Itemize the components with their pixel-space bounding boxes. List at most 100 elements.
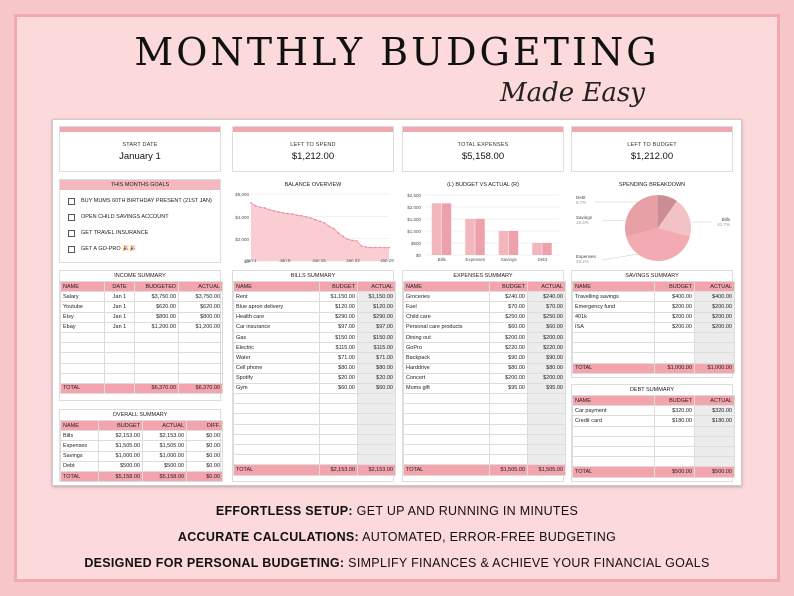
cell[interactable]: Dining out: [403, 331, 490, 344]
cell[interactable]: [527, 423, 566, 435]
cell[interactable]: [572, 435, 655, 447]
cell[interactable]: [357, 393, 396, 405]
empty-row[interactable]: [572, 456, 735, 468]
cell[interactable]: [572, 425, 655, 437]
empty-row[interactable]: [233, 423, 396, 435]
empty-row[interactable]: [233, 433, 396, 446]
cell[interactable]: ISA: [572, 321, 655, 333]
cell[interactable]: [357, 433, 396, 446]
empty-row[interactable]: [60, 331, 223, 344]
checkbox[interactable]: [68, 245, 75, 253]
cell[interactable]: $220.00: [527, 342, 566, 354]
cell[interactable]: $60.00: [527, 321, 566, 333]
cell[interactable]: [489, 403, 528, 415]
table-row[interactable]: Car insurance $97.00 $97.00: [233, 321, 396, 333]
cell[interactable]: $200.00: [694, 311, 735, 323]
cell[interactable]: [403, 423, 490, 435]
cell[interactable]: Water: [233, 352, 320, 364]
empty-row[interactable]: [572, 331, 735, 344]
cell[interactable]: [572, 342, 655, 354]
cell[interactable]: Jan 1: [104, 321, 135, 333]
cell[interactable]: [319, 433, 358, 446]
cell[interactable]: $400.00: [694, 291, 735, 303]
table-row[interactable]: GoPro $220.00 $220.00: [403, 342, 566, 354]
cell[interactable]: Spotify: [233, 372, 320, 384]
cell[interactable]: [527, 403, 566, 415]
cell[interactable]: Concert: [403, 372, 490, 384]
cell[interactable]: Savings: [60, 450, 99, 462]
empty-row[interactable]: [403, 403, 566, 415]
cell[interactable]: [527, 413, 566, 425]
cell[interactable]: $1,150.00: [319, 291, 358, 303]
checkbox[interactable]: [68, 213, 75, 221]
empty-row[interactable]: [572, 352, 735, 364]
cell[interactable]: $620.00: [134, 301, 179, 313]
cell[interactable]: $250.00: [527, 311, 566, 323]
cell[interactable]: $200.00: [527, 372, 566, 384]
cell[interactable]: [654, 435, 695, 447]
cell[interactable]: [654, 342, 695, 354]
cell[interactable]: [489, 393, 528, 405]
cell[interactable]: $180.00: [694, 415, 735, 427]
table-row[interactable]: Youtube Jan 1 $620.00 $620.00: [60, 301, 223, 313]
cell[interactable]: Car insurance: [233, 321, 320, 333]
cell[interactable]: [233, 393, 320, 405]
cell[interactable]: Car payment: [572, 405, 655, 417]
cell[interactable]: [489, 413, 528, 425]
table-row[interactable]: Gym $60.00 $60.00: [233, 382, 396, 395]
cell[interactable]: Groceries: [403, 291, 490, 303]
cell[interactable]: Electric: [233, 342, 320, 354]
cell[interactable]: [654, 331, 695, 344]
table-row[interactable]: Electric $115.00 $115.00: [233, 342, 396, 354]
table-row[interactable]: Personal care products $60.00 $60.00: [403, 321, 566, 333]
cell[interactable]: [357, 423, 396, 435]
cell[interactable]: $95.00: [527, 382, 566, 395]
cell[interactable]: [403, 393, 490, 405]
checkbox[interactable]: [68, 197, 75, 205]
cell[interactable]: Personal care products: [403, 321, 490, 333]
cell[interactable]: [233, 403, 320, 415]
table-row[interactable]: Ebay Jan 1 $1,200.00 $1,200.00: [60, 321, 223, 333]
cell[interactable]: [694, 425, 735, 437]
cell[interactable]: [572, 352, 655, 364]
cell[interactable]: Credit card: [572, 415, 655, 427]
cell[interactable]: $70.00: [527, 301, 566, 313]
cell[interactable]: $60.00: [489, 321, 528, 333]
cell[interactable]: [357, 443, 396, 456]
cell[interactable]: 401k: [572, 311, 655, 323]
cell[interactable]: $80.00: [489, 362, 528, 374]
cell[interactable]: $500.00: [142, 460, 187, 472]
table-row[interactable]: Debt $500.00 $500.00 $0.00: [60, 460, 223, 472]
goal-item[interactable]: BUY MUMS 60TH BIRTHDAY PRESENT (21ST JAN…: [60, 193, 220, 209]
cell[interactable]: $60.00: [319, 382, 358, 395]
empty-row[interactable]: [233, 413, 396, 425]
cell[interactable]: $1,000.00: [98, 450, 143, 462]
cell[interactable]: [403, 443, 490, 456]
table-row[interactable]: Gas $150.00 $150.00: [233, 331, 396, 344]
cell[interactable]: [319, 393, 358, 405]
cell[interactable]: $150.00: [319, 331, 358, 344]
cell[interactable]: [694, 445, 735, 458]
table-row[interactable]: Concert $200.00 $200.00: [403, 372, 566, 384]
cell[interactable]: Backpack: [403, 352, 490, 364]
cell[interactable]: $1,505.00: [142, 440, 187, 452]
empty-row[interactable]: [572, 445, 735, 458]
cell[interactable]: $1,150.00: [357, 291, 396, 303]
cell[interactable]: $500.00: [98, 460, 143, 472]
cell[interactable]: $2,153.00: [98, 430, 143, 442]
cell[interactable]: $250.00: [489, 311, 528, 323]
table-row[interactable]: Spotify $20.00 $20.00: [233, 372, 396, 384]
table-row[interactable]: Bills $2,153.00 $2,153.00 $0.00: [60, 430, 223, 442]
cell[interactable]: [654, 425, 695, 437]
cell[interactable]: [527, 433, 566, 446]
cell[interactable]: [694, 331, 735, 344]
cell[interactable]: $800.00: [134, 311, 179, 323]
cell[interactable]: [233, 423, 320, 435]
table-row[interactable]: Credit card $180.00 $180.00: [572, 415, 735, 427]
cell[interactable]: $220.00: [489, 342, 528, 354]
table-row[interactable]: Savings $1,000.00 $1,000.00 $0.00: [60, 450, 223, 462]
checkbox[interactable]: [68, 229, 75, 237]
cell[interactable]: $240.00: [489, 291, 528, 303]
cell[interactable]: [403, 454, 490, 466]
cell[interactable]: $200.00: [654, 321, 695, 333]
